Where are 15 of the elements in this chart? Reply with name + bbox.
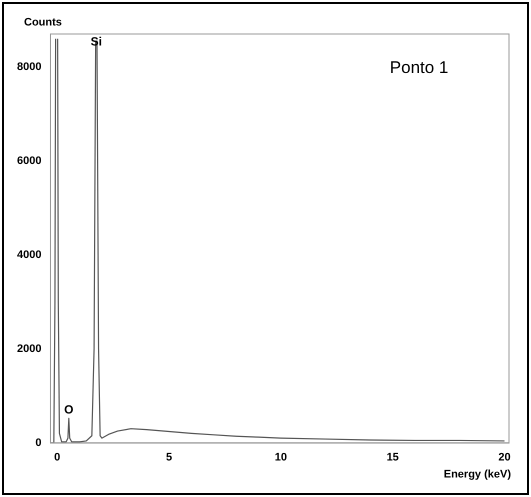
y-axis-title: Counts <box>24 16 62 29</box>
x-axis-title: Energy (keV) <box>444 468 512 480</box>
annotation: Ponto 1 <box>390 58 448 78</box>
x-tick-label: 5 <box>166 451 172 464</box>
annotation: Si <box>90 34 102 48</box>
y-tick-label: 4000 <box>16 248 42 261</box>
y-tick-label: 6000 <box>16 154 42 167</box>
x-tick-label: 20 <box>498 451 511 464</box>
y-tick-label: 2000 <box>16 342 42 355</box>
annotation: O <box>64 402 74 417</box>
x-tick-label: 15 <box>386 451 399 464</box>
x-tick-label: 0 <box>54 451 60 464</box>
x-tick-label: 10 <box>274 451 287 464</box>
y-tick-label: 0 <box>35 436 42 449</box>
y-tick-label: 8000 <box>16 60 42 73</box>
